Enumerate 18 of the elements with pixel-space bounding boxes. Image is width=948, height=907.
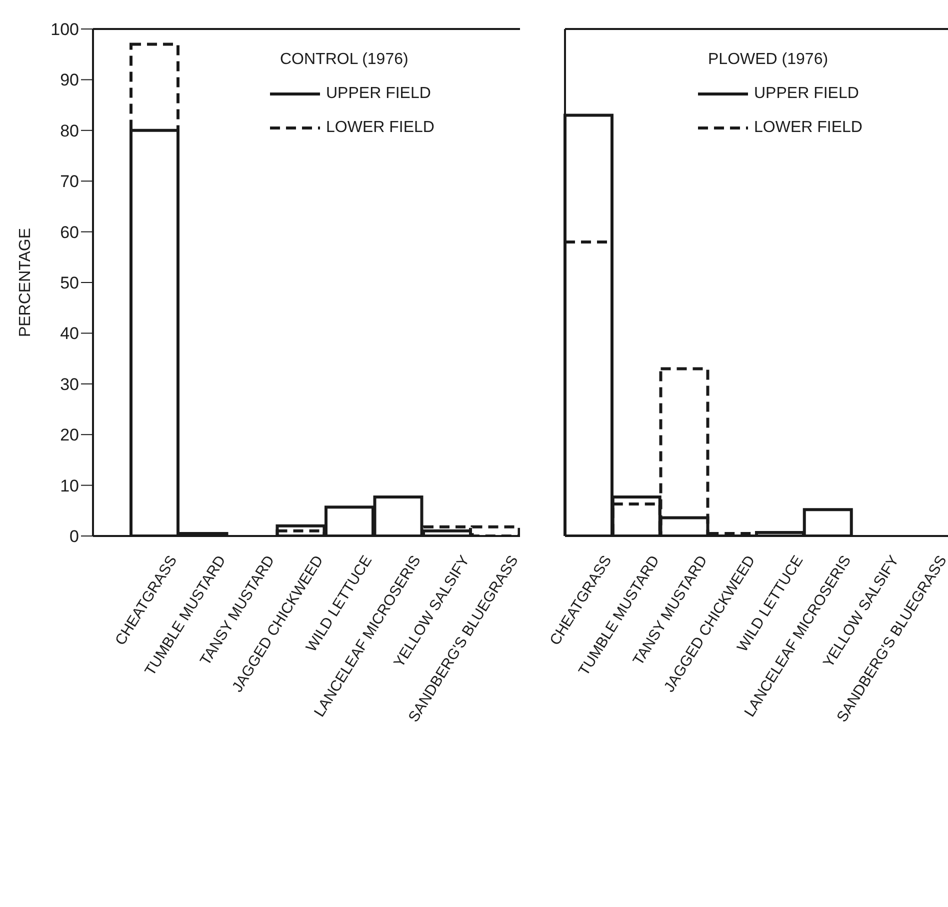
legend-label: LOWER FIELD	[326, 118, 434, 138]
text: CONTROL (1976)	[280, 50, 410, 70]
y-tick-label: 80	[60, 121, 79, 140]
y-tick-label: 10	[60, 476, 79, 496]
y-tick-label: 20	[60, 426, 79, 445]
text: PLOWED (1976)	[708, 50, 830, 70]
y-tick-label: 90	[60, 70, 79, 90]
legend-label: UPPER FIELD	[754, 84, 859, 104]
y-tick-label: 60	[60, 222, 79, 242]
y-tick-label: 30	[60, 374, 79, 394]
y-axis-title: PERCENTAGE	[17, 228, 34, 338]
y-tick-label: 0	[70, 527, 79, 546]
y-tick-label: 70	[60, 172, 79, 192]
y-tick-label: 50	[60, 274, 79, 293]
y-tick-label: 40	[60, 324, 79, 344]
legend-label: UPPER FIELD	[326, 84, 431, 104]
legend-label: LOWER FIELD	[754, 118, 862, 138]
y-tick-label: 100	[50, 20, 79, 40]
